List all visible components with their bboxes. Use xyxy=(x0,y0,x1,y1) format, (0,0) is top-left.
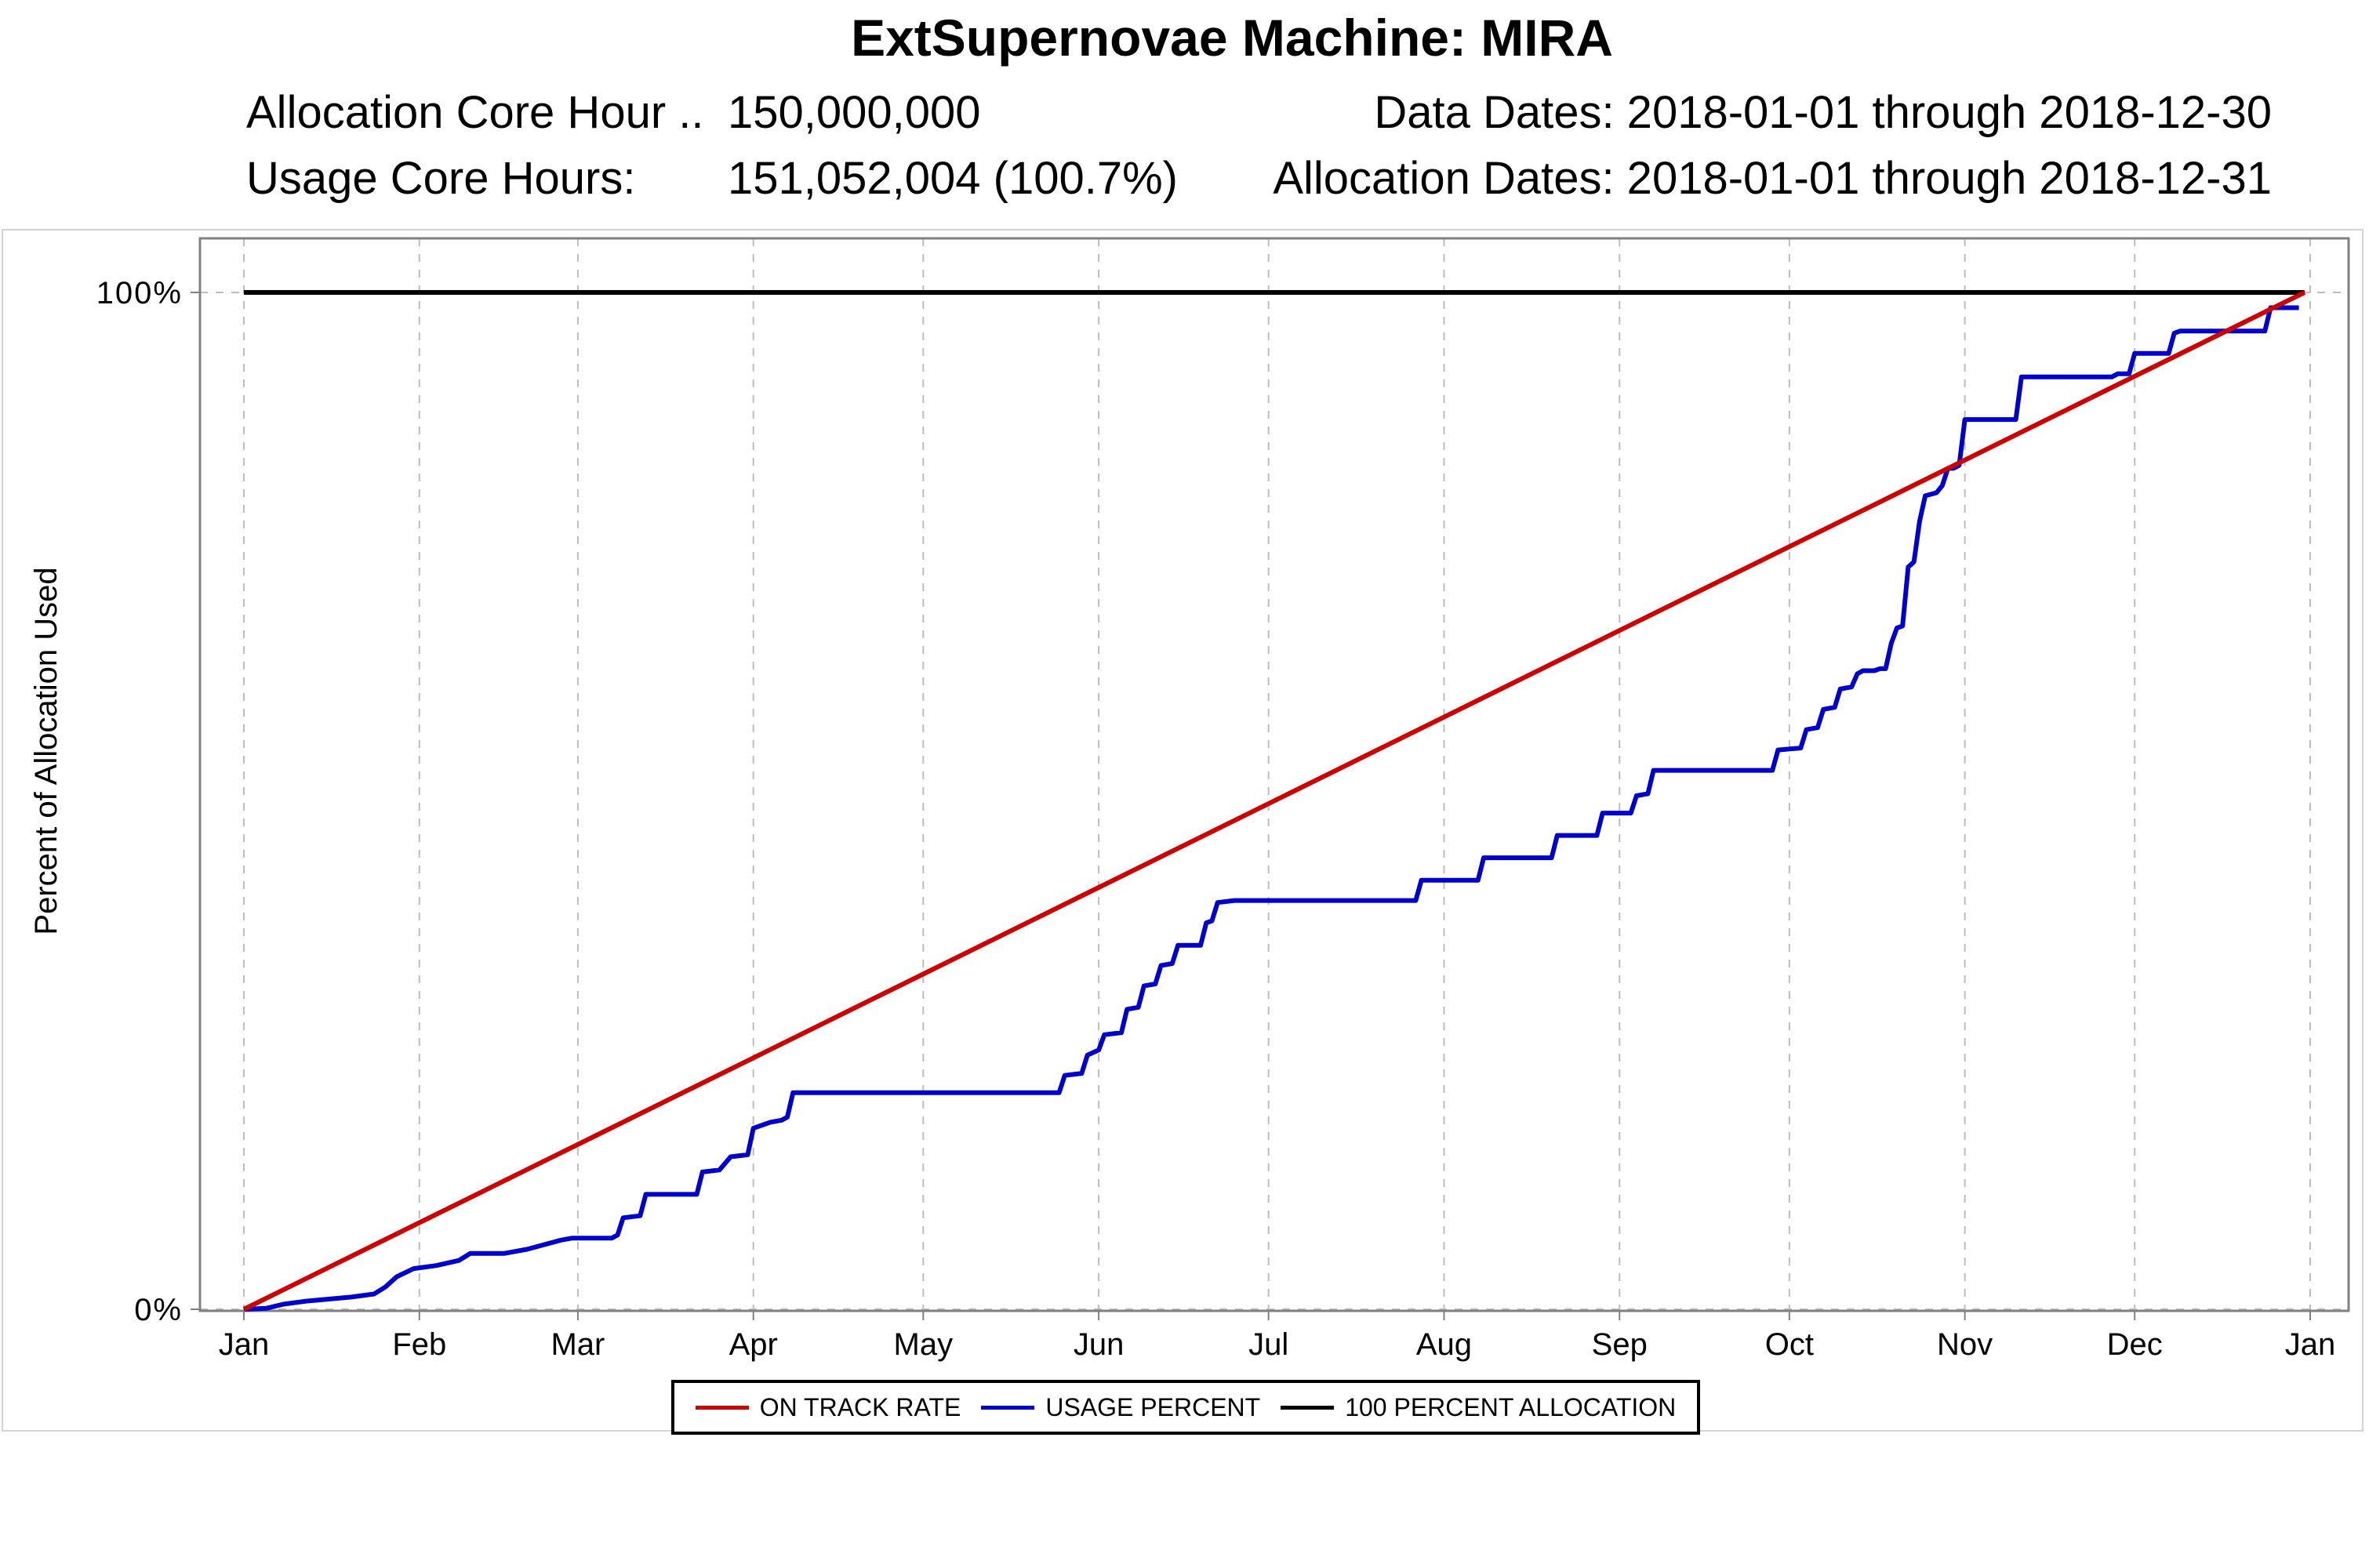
x-tick-label: Apr xyxy=(729,1327,778,1362)
x-tick-label: Dec xyxy=(2107,1327,2163,1362)
legend-label: ON TRACK RATE xyxy=(759,1392,961,1421)
x-axis: Jan Feb Mar Apr May Jun Jul Aug Sep Oct Nov Dec Jan xyxy=(219,1311,2336,1362)
plot-frame xyxy=(198,237,2350,1312)
x-tick-label: Sep xyxy=(1592,1327,1648,1362)
chart-title: ExtSupernovae Machine: MIRA xyxy=(851,9,1613,67)
series-line-1 xyxy=(243,305,2299,1312)
x-tick-label: Feb xyxy=(392,1327,446,1362)
data-dates: Data Dates: 2018-01-01 through 2018-12-3… xyxy=(1374,87,2272,138)
x-tick-label: Jun xyxy=(1074,1327,1125,1362)
x-tick-label: Oct xyxy=(1765,1327,1814,1362)
series-layer xyxy=(242,290,2306,1312)
y-tick-label: 100% xyxy=(96,276,183,310)
x-tick-label: Jul xyxy=(1248,1327,1288,1362)
legend-swatch xyxy=(695,1405,749,1410)
legend-item: ON TRACK RATE xyxy=(695,1392,961,1422)
legend-label: USAGE PERCENT xyxy=(1045,1392,1261,1421)
y-axis-label: Percent of Allocation Used xyxy=(29,567,64,935)
x-tick-label: Jan xyxy=(2285,1327,2336,1362)
y-tick-label: 0% xyxy=(134,1293,183,1327)
y-axis: 0% 100% xyxy=(96,276,200,1327)
allocation-label: Allocation Core Hour .. xyxy=(246,87,704,138)
usage-label: Usage Core Hours: xyxy=(246,153,636,204)
allocation-value: 150,000,000 xyxy=(728,87,981,138)
series-line-0 xyxy=(242,290,2306,1312)
x-tick-label: Nov xyxy=(1937,1327,1993,1362)
legend: ON TRACK RATE USAGE PERCENT 100 PERCENT AL… xyxy=(671,1380,1700,1435)
x-tick-label: Mar xyxy=(550,1327,605,1362)
legend-label: 100 PERCENT ALLOCATION xyxy=(1345,1392,1677,1421)
x-tick-label: Aug xyxy=(1416,1327,1472,1362)
grid-layer xyxy=(200,238,2349,1311)
x-tick-label: Jan xyxy=(219,1327,270,1362)
legend-swatch xyxy=(981,1405,1035,1410)
x-tick-label: May xyxy=(894,1327,954,1362)
allocation-dates: Allocation Dates: 2018-01-01 through 201… xyxy=(1273,153,2272,204)
usage-value: 151,052,004 (100.7%) xyxy=(728,153,1178,204)
legend-swatch xyxy=(1281,1405,1335,1410)
legend-item: 100 PERCENT ALLOCATION xyxy=(1281,1393,1676,1422)
legend-item: USAGE PERCENT xyxy=(981,1393,1260,1422)
